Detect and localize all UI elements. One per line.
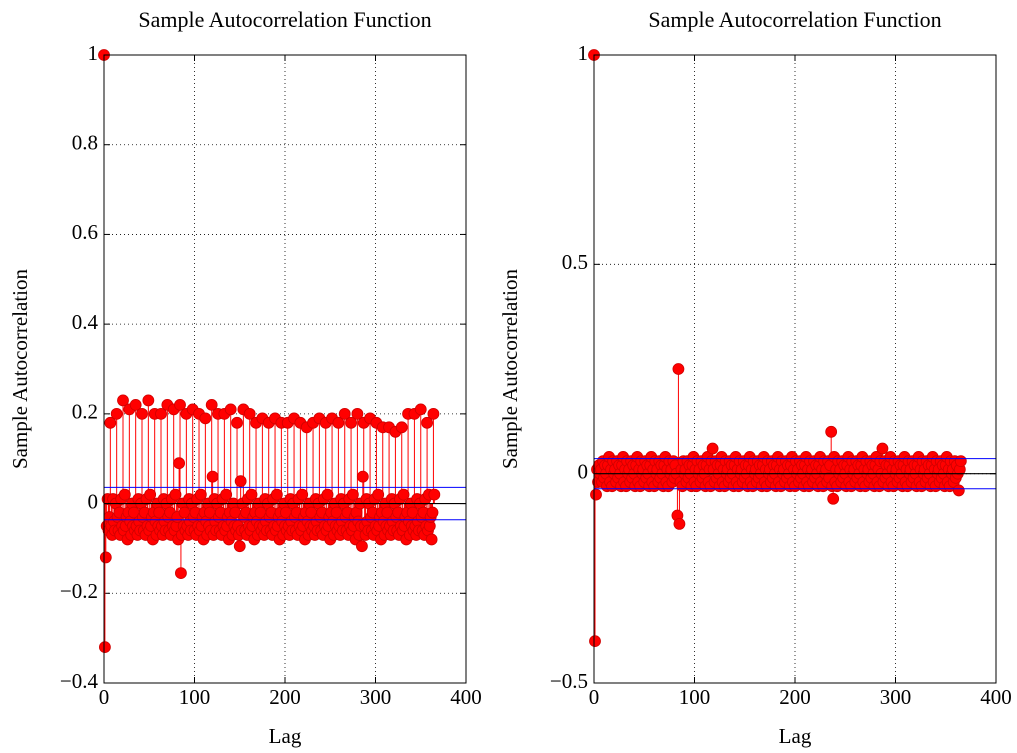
y-tick-label: 0.8 [72, 131, 98, 155]
y-tick-label: −0.4 [60, 669, 99, 693]
stem-marker [414, 403, 427, 416]
stem-marker [332, 416, 345, 429]
stem-marker [296, 488, 309, 501]
y-axis-label: Sample Autocorrelation [8, 268, 32, 469]
stem-marker [142, 394, 155, 407]
stem-marker [234, 475, 247, 488]
axes-frame [593, 54, 997, 684]
stem-marker [372, 488, 385, 501]
stem-marker [231, 416, 243, 429]
y-tick-label: 1 [88, 41, 99, 65]
y-tick-label: −0.2 [60, 579, 98, 603]
stem-marker [129, 398, 142, 411]
stem-marker [952, 484, 965, 497]
stem-marker [876, 442, 889, 455]
stem-marker [954, 455, 967, 468]
x-tick-label: 0 [589, 685, 600, 709]
x-tick-label: 400 [450, 685, 482, 709]
stem-marker [428, 488, 441, 501]
stem-marker [175, 567, 187, 579]
stem-marker [345, 416, 357, 429]
stem-marker [205, 398, 218, 411]
stem-marker [224, 403, 237, 416]
stem-marker [117, 394, 129, 407]
stem-marker [169, 488, 182, 501]
y-tick-label: 0 [578, 459, 589, 483]
y-tick-label: 0 [88, 489, 99, 513]
stem-marker [321, 488, 334, 501]
stem-marker [199, 412, 212, 425]
x-tick-label: 200 [779, 685, 811, 709]
stem-marker [427, 407, 440, 420]
stem-marker [338, 407, 351, 420]
stem-marker [395, 421, 408, 434]
stem-marker [589, 635, 601, 648]
stem-marker [590, 488, 602, 501]
y-tick-label: 0.2 [72, 400, 98, 424]
stem-marker [194, 488, 207, 501]
stem-marker [397, 488, 410, 501]
x-tick-label: 100 [679, 685, 711, 709]
y-tick-label: −0.5 [550, 669, 588, 693]
stem-marker [243, 407, 256, 420]
x-tick-label: 400 [980, 685, 1012, 709]
x-tick-label: 300 [880, 685, 912, 709]
x-tick-label: 100 [179, 685, 211, 709]
plot-area [104, 55, 466, 683]
stem-marker [356, 470, 369, 483]
y-tick-label: 1 [578, 41, 589, 65]
stem-marker [825, 425, 838, 438]
x-tick-label: 300 [360, 685, 392, 709]
x-axis-label: Lag [269, 724, 302, 748]
stem-marker [426, 506, 439, 519]
stem-marker [173, 457, 186, 470]
x-axis-label: Lag [779, 724, 812, 748]
stem-marker [706, 442, 719, 455]
chart-title: Sample Autocorrelation Function [138, 7, 431, 32]
subplot: 0 100 200 300 400 −0.4 −0.2 0 0.2 0.4 0.6 0.8 1 Sampl… [8, 7, 482, 748]
stem-marker [110, 407, 123, 420]
y-axis-label: Sample Autocorrelation [498, 268, 522, 469]
stem-marker [425, 533, 438, 546]
stem-marker [233, 540, 246, 553]
stem-marker [351, 407, 364, 420]
axes-frame [103, 54, 467, 684]
x-tick-label: 0 [99, 685, 110, 709]
stem-marker [356, 540, 368, 553]
chart-title: Sample Autocorrelation Function [648, 7, 941, 32]
stem-marker [827, 492, 840, 505]
y-tick-label: 0.5 [562, 250, 588, 274]
stem-marker [673, 518, 686, 530]
stem-marker [174, 398, 186, 411]
stem-marker [421, 416, 433, 429]
stem-marker [99, 551, 112, 564]
stem-marker [346, 488, 359, 501]
stem-marker [99, 641, 111, 654]
stem-marker [144, 488, 157, 501]
y-tick-label: 0.4 [72, 310, 99, 334]
stem-marker [245, 488, 258, 501]
plot-area [594, 55, 996, 683]
stem-marker [206, 470, 219, 483]
stem-marker [104, 416, 117, 429]
x-tick-label: 200 [269, 685, 301, 709]
stem-marker [118, 488, 131, 501]
y-tick-label: 0.6 [72, 220, 98, 244]
stem-marker [136, 407, 148, 420]
stem-marker [270, 488, 283, 501]
stem-marker [220, 488, 233, 501]
stem-marker [672, 363, 685, 375]
stem-marker [155, 407, 167, 420]
